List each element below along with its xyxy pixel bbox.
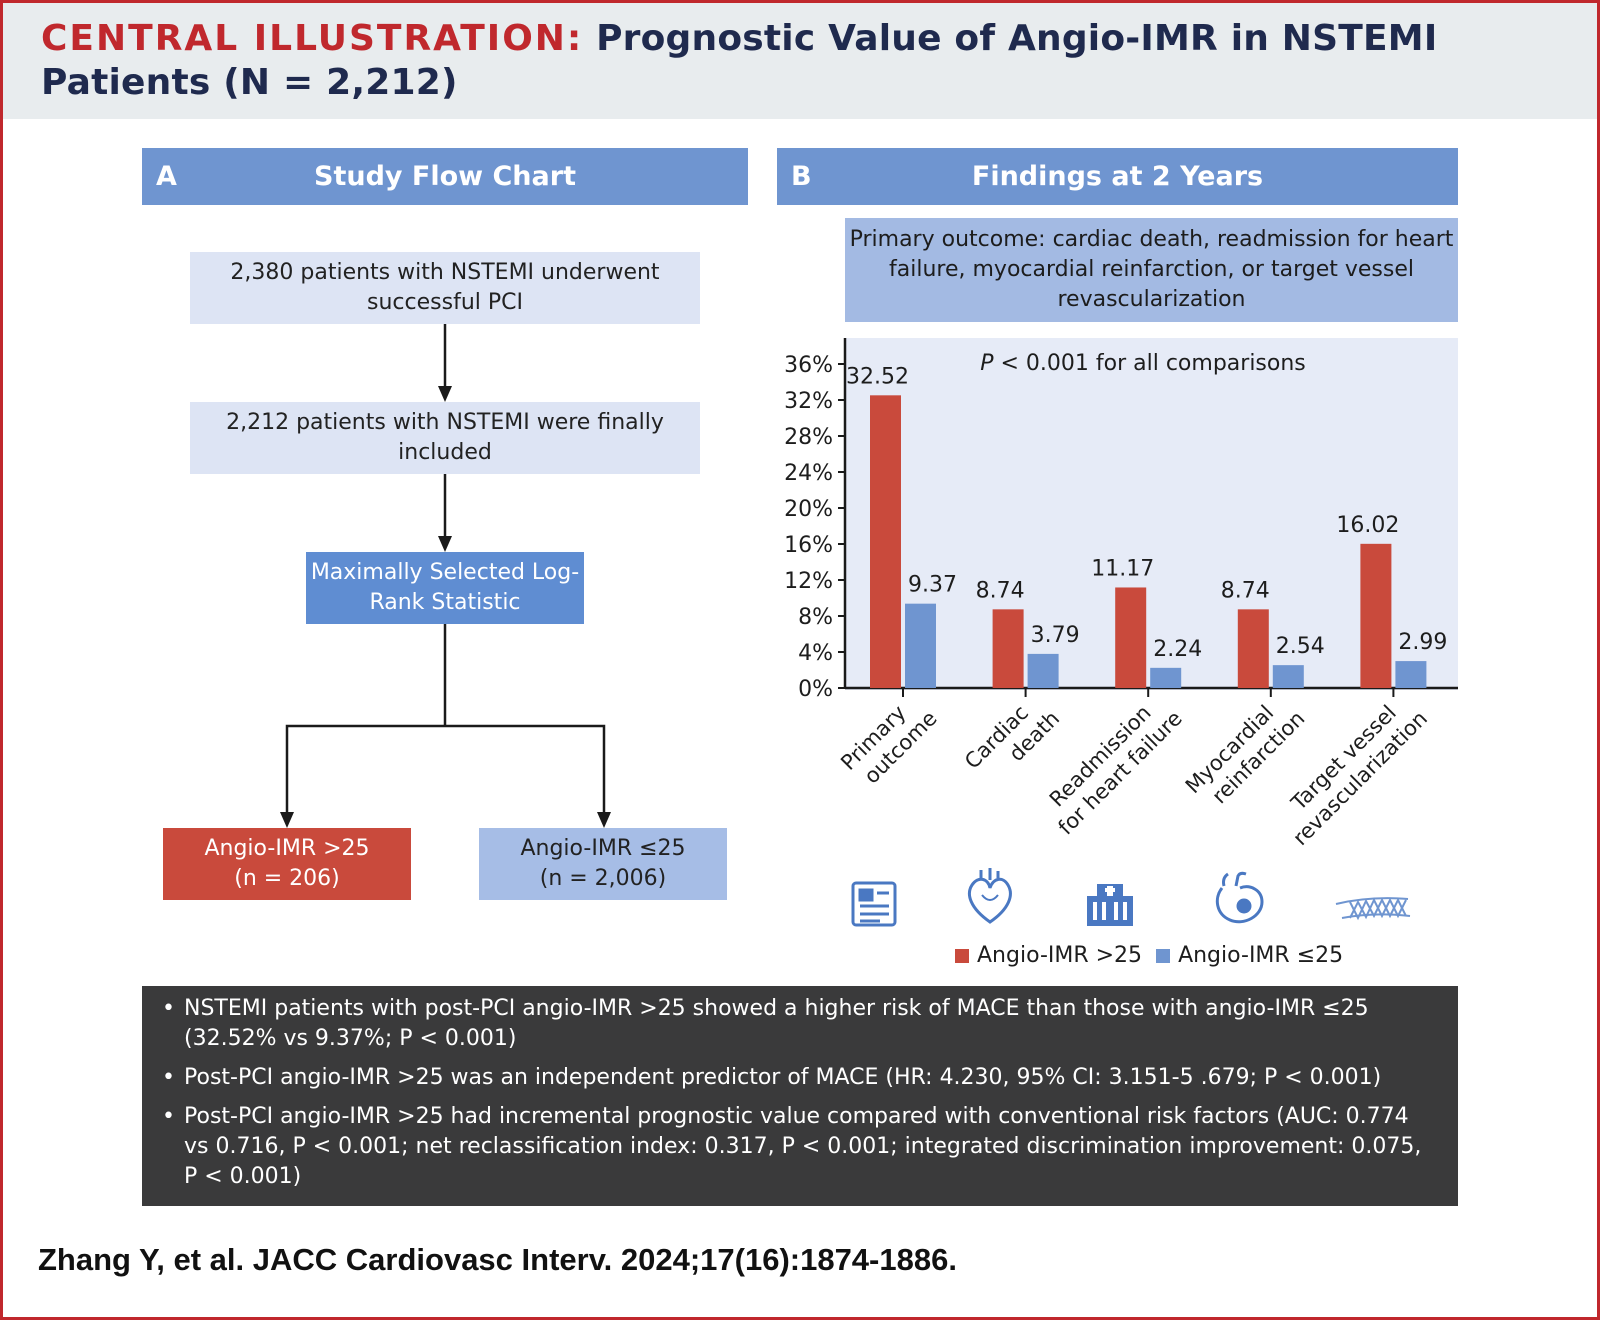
flow-box-high-count: (n = 206): [234, 866, 340, 891]
flow-arrowhead-1: [438, 386, 452, 402]
figure-header: CENTRAL ILLUSTRATION: Prognostic Value o…: [3, 3, 1597, 119]
flow-box-enrolled: 2,380 patients with NSTEMI underwent suc…: [190, 252, 700, 324]
data-label: 11.17: [1091, 556, 1154, 581]
flow-arrowhead-right: [597, 812, 611, 828]
y-tick-label: 0%: [798, 677, 833, 702]
data-label: 2.54: [1276, 634, 1325, 659]
hospital-icon: [1087, 884, 1133, 926]
data-label: 2.24: [1153, 637, 1202, 662]
data-label: 9.37: [908, 573, 957, 598]
bar-high: [1237, 609, 1269, 688]
flow-box-included-text: 2,212 patients with NSTEMI were finally …: [226, 410, 664, 465]
flow-box-statistic: Maximally Selected Log-Rank Statistic: [306, 552, 584, 624]
flow-arrowhead-left: [280, 812, 294, 828]
citation: Zhang Y, et al. JACC Cardiovasc Interv. …: [38, 1242, 957, 1277]
data-label: 32.52: [846, 364, 909, 389]
panel-a-header: A Study Flow Chart: [142, 148, 748, 205]
flow-branch: [285, 724, 606, 818]
bar-high: [1115, 587, 1147, 688]
data-label: 3.79: [1031, 623, 1080, 648]
flow-box-enrolled-text: 2,380 patients with NSTEMI underwent suc…: [230, 260, 660, 315]
heart-icon: [967, 868, 1012, 924]
bar-high: [1360, 543, 1392, 688]
data-label: 8.74: [976, 578, 1025, 603]
flow-box-included: 2,212 patients with NSTEMI were finally …: [190, 402, 700, 474]
finding-1: NSTEMI patients with post-PCI angio-IMR …: [162, 994, 1438, 1054]
panel-b-header: B Findings at 2 Years: [777, 148, 1458, 205]
y-tick-label: 12%: [784, 569, 833, 594]
flow-box-high-imr: Angio-IMR >25 (n = 206): [163, 828, 411, 900]
data-label: 8.74: [1221, 578, 1270, 603]
flow-box-low-imr: Angio-IMR ≤25 (n = 2,006): [479, 828, 727, 900]
heart-vessel-icon: [1215, 871, 1264, 924]
panel-b-letter: B: [791, 161, 812, 192]
bar-high: [870, 395, 901, 688]
key-findings: NSTEMI patients with post-PCI angio-IMR …: [142, 986, 1458, 1206]
y-tick-label: 24%: [784, 461, 833, 486]
panel-a-title: Study Flow Chart: [314, 161, 576, 192]
bar-low: [1272, 665, 1304, 688]
data-label: 16.02: [1336, 513, 1399, 538]
legend-label-low: Angio-IMR ≤25: [1178, 943, 1344, 968]
flow-box-low-label: Angio-IMR ≤25: [520, 836, 686, 861]
primary-outcome-definition: Primary outcome: cardiac death, readmiss…: [845, 218, 1458, 322]
y-tick-label: 4%: [798, 641, 833, 666]
chart-legend: Angio-IMR >25 Angio-IMR ≤25: [955, 943, 1357, 968]
primary-outcome-text: Primary outcome: cardiac death, readmiss…: [849, 227, 1454, 312]
y-tick-label: 36%: [784, 353, 833, 378]
y-tick-label: 20%: [784, 497, 833, 522]
finding-3: Post-PCI angio-IMR >25 had incremental p…: [162, 1102, 1438, 1192]
legend-swatch-high: [955, 948, 969, 963]
y-tick-label: 8%: [798, 605, 833, 630]
plot-background: [845, 338, 1458, 690]
y-tick-label: 28%: [784, 425, 833, 450]
figure-title-text: Prognostic Value of Angio-IMR in NSTEMI …: [41, 18, 1438, 103]
legend-item-low: Angio-IMR ≤25: [1156, 943, 1343, 968]
figure-title: CENTRAL ILLUSTRATION: Prognostic Value o…: [41, 17, 1561, 105]
bar-high: [992, 609, 1024, 688]
y-tick-label: 32%: [784, 389, 833, 414]
bar-low: [1027, 653, 1059, 688]
p-value-note: P < 0.001 for all comparisons: [980, 351, 1306, 376]
bar-low: [1150, 667, 1182, 688]
legend-label-high: Angio-IMR >25: [977, 943, 1143, 968]
flow-box-low-count: (n = 2,006): [539, 866, 667, 891]
data-label: 2.99: [1398, 630, 1447, 655]
bar-low: [1395, 661, 1427, 688]
central-illustration-label: CENTRAL ILLUSTRATION:: [41, 18, 584, 59]
flow-box-statistic-text: Maximally Selected Log-Rank Statistic: [310, 560, 580, 615]
flow-box-high-label: Angio-IMR >25: [204, 836, 370, 861]
stent-icon: [1335, 897, 1411, 921]
legend-item-high: Angio-IMR >25: [955, 943, 1142, 968]
finding-2: Post-PCI angio-IMR >25 was an independen…: [162, 1063, 1438, 1093]
clipboard-report-icon: [851, 881, 897, 927]
y-tick-label: 16%: [784, 533, 833, 558]
legend-swatch-low: [1156, 948, 1171, 963]
panel-b-title: Findings at 2 Years: [971, 161, 1264, 192]
bar-low: [905, 603, 936, 688]
flow-arrowhead-2: [438, 536, 452, 552]
panel-a-letter: A: [156, 161, 177, 192]
